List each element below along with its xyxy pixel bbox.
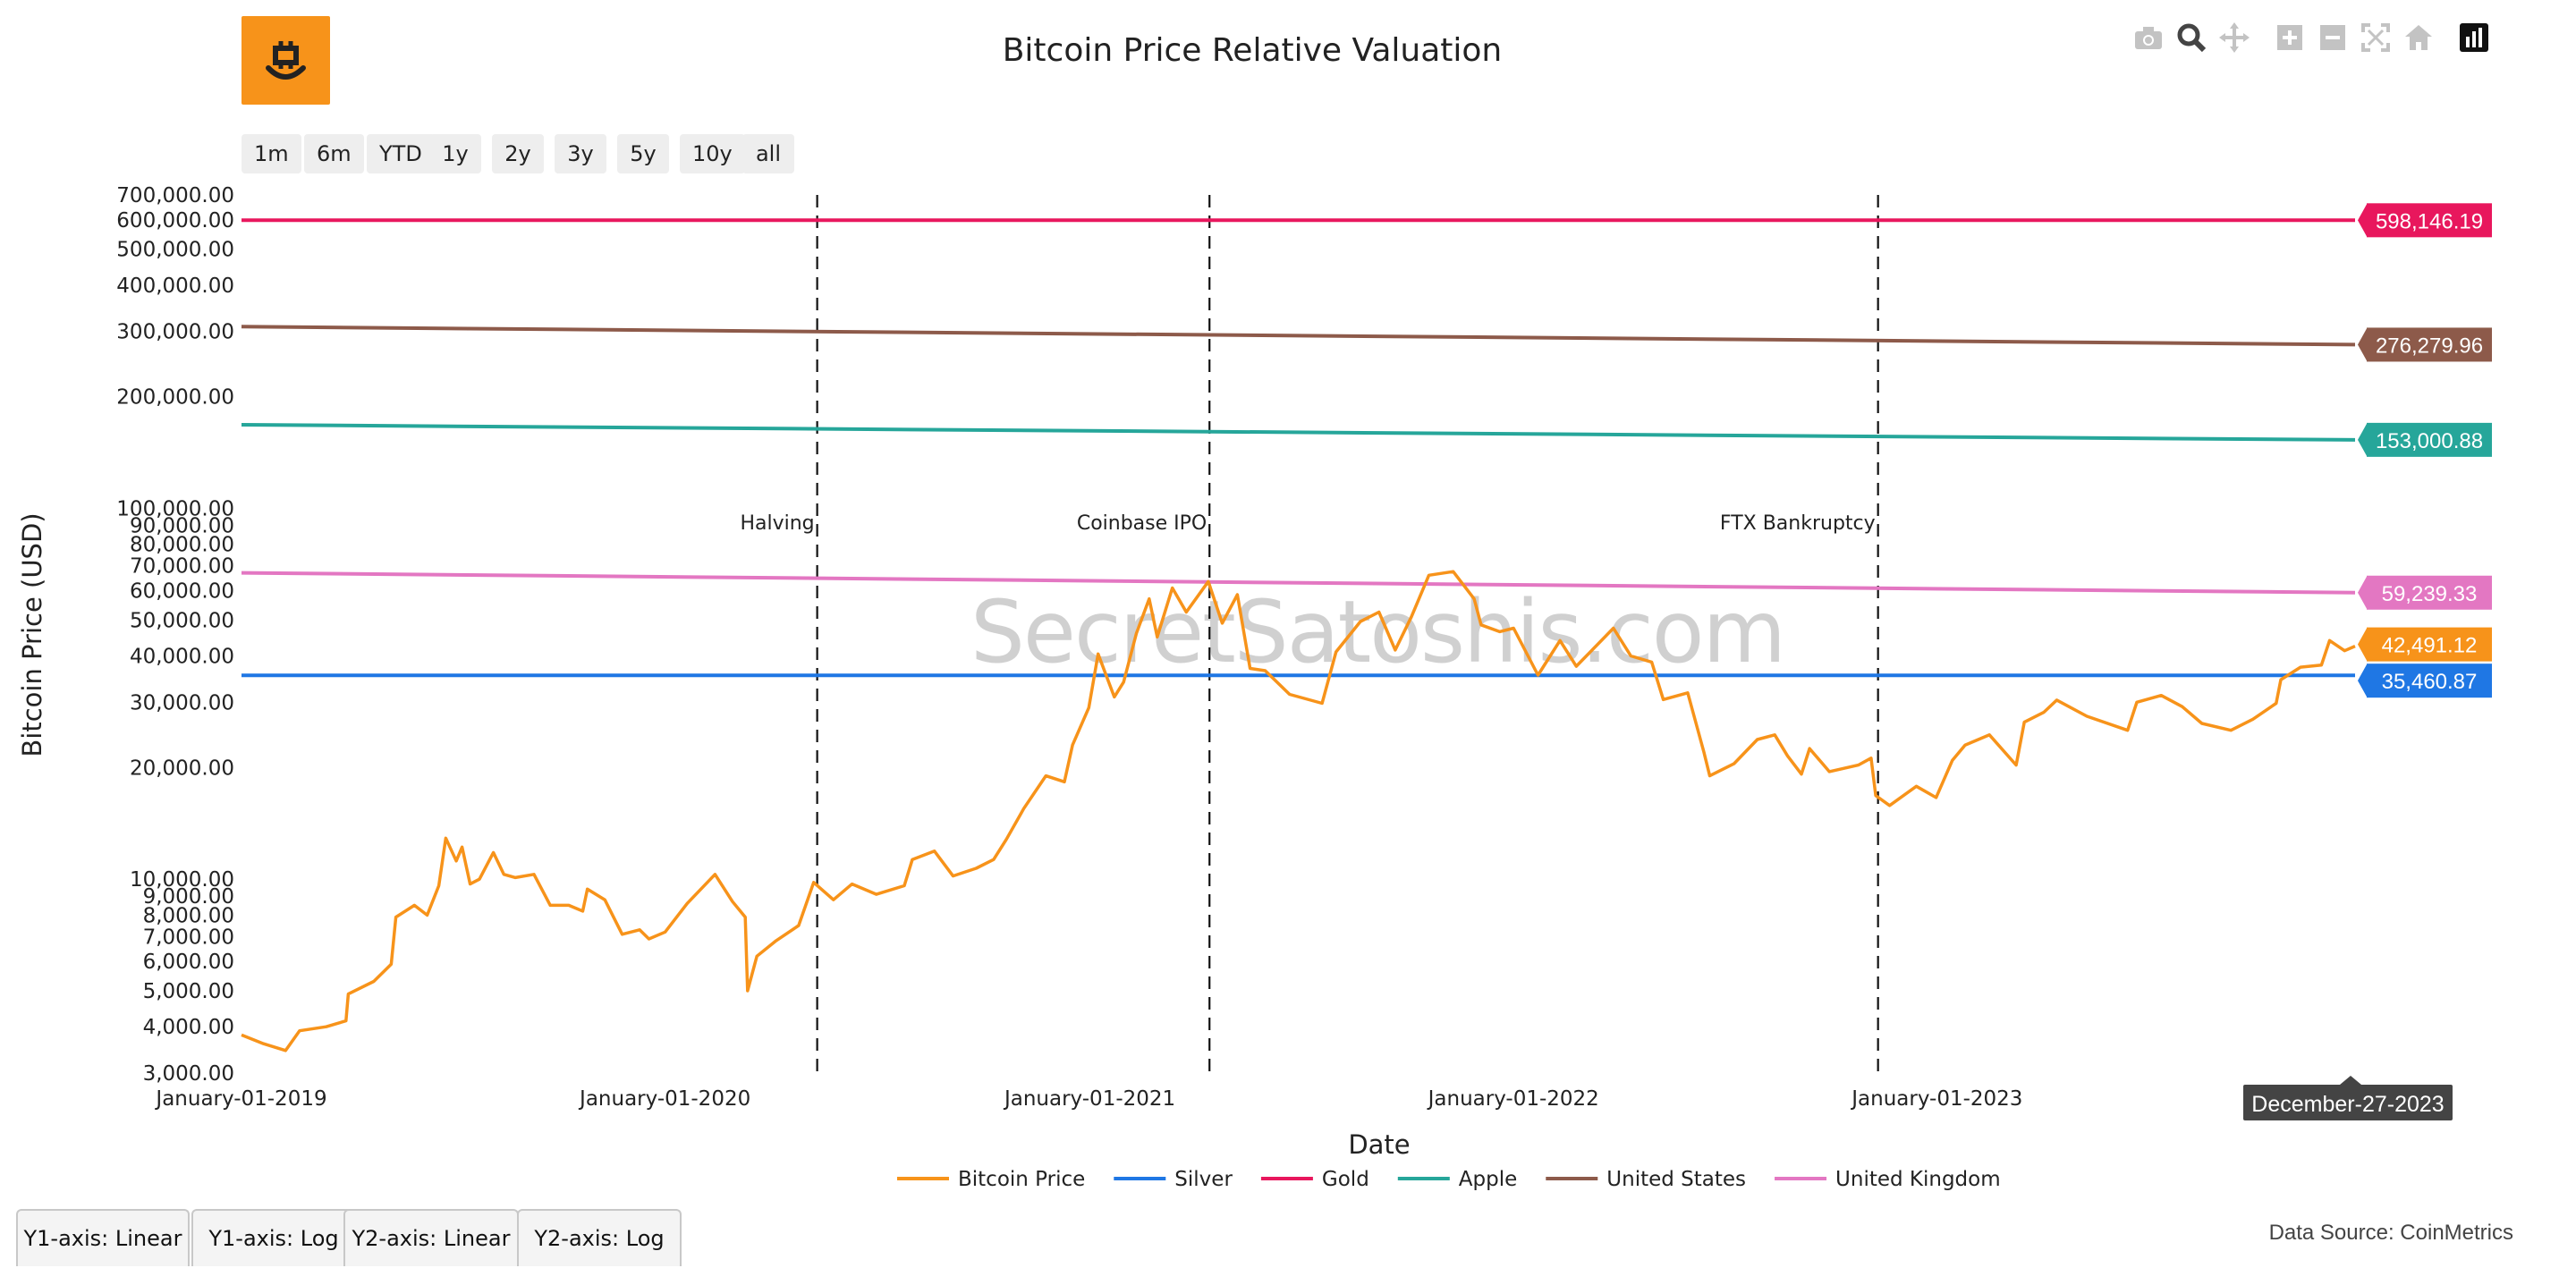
pan-icon[interactable] <box>2215 18 2254 57</box>
hover-date-text: December-27-2023 <box>2251 1092 2444 1117</box>
y-tick-label: 50,000.00 <box>130 609 234 632</box>
tab-y2-linear[interactable]: Y2-axis: Linear <box>343 1209 519 1266</box>
x-tick-label: January-01-2023 <box>1850 1087 2022 1111</box>
event-label: Halving <box>740 512 814 535</box>
price-chart[interactable]: 3,000.00 4,000.00 5,000.00 6,000.007,000.00… <box>0 0 2576 1207</box>
y-tick-label: 7,000.00 <box>143 926 234 949</box>
event-label: Coinbase IPO <box>1077 512 1207 535</box>
event-markers: Halving Coinbase IPO FTX Bankruptcy <box>740 195 1879 1073</box>
end-label-box <box>2367 664 2492 698</box>
site-logo <box>242 16 330 105</box>
bitcoin-smile-logo-icon <box>266 41 306 80</box>
end-label-pointer <box>2358 664 2367 697</box>
end-label-box <box>2367 575 2492 610</box>
event-label: FTX Bankruptcy <box>1720 512 1876 535</box>
y-tick-label: 60,000.00 <box>130 579 234 603</box>
series-line <box>241 571 2356 595</box>
y-tick-label: 400,000.00 <box>116 275 234 298</box>
y-tick-label: 6,000.00 <box>143 951 234 974</box>
camera-icon[interactable] <box>2129 18 2168 57</box>
end-label-box <box>2367 327 2492 362</box>
zoom-icon[interactable] <box>2172 18 2211 57</box>
series-lines <box>241 218 2356 1052</box>
range-button-1y[interactable]: 1y <box>429 134 481 173</box>
series-line <box>241 325 2356 347</box>
end-label-text: 59,239.33 <box>2382 582 2478 606</box>
legend-item[interactable]: Bitcoin Price <box>958 1168 1085 1191</box>
end-label-pointer <box>2358 328 2367 361</box>
end-label-box <box>2367 422 2492 457</box>
y-tick-label: 40,000.00 <box>130 645 234 668</box>
legend-item[interactable]: United States <box>1606 1168 1746 1191</box>
x-tick-label: January-01-2021 <box>1003 1087 1175 1111</box>
y-tick-label: 70,000.00 <box>130 555 234 579</box>
autoscale-icon[interactable] <box>2356 18 2395 57</box>
end-label-text: 153,000.88 <box>2376 429 2483 453</box>
end-label-pointer <box>2358 423 2367 456</box>
chart-title: Bitcoin Price Relative Valuation <box>1002 32 1503 69</box>
y-tick-label: 9,000.00 <box>143 885 234 909</box>
series-line <box>241 570 2356 1052</box>
zoom-out-icon[interactable] <box>2313 18 2352 57</box>
y-tick-label: 300,000.00 <box>116 321 234 344</box>
y-axis-ticks: 3,000.00 4,000.00 5,000.00 6,000.007,000.00… <box>116 184 234 1086</box>
y-tick-label: 600,000.00 <box>116 209 234 232</box>
y-tick-label: 500,000.00 <box>116 239 234 262</box>
y-tick-label: 700,000.00 <box>116 184 234 207</box>
tab-y1-log[interactable]: Y1-axis: Log <box>191 1209 356 1266</box>
range-button-all[interactable]: all <box>742 134 794 173</box>
y-tick-label: 200,000.00 <box>116 386 234 410</box>
y-tick-label: 20,000.00 <box>130 757 234 780</box>
legend: Bitcoin Price Silver Gold Apple United State… <box>897 1168 2001 1191</box>
watermark: SecretSatoshis.com <box>970 582 1784 682</box>
y-tick-label: 5,000.00 <box>143 980 234 1003</box>
x-tick-label: January-01-2019 <box>154 1087 326 1111</box>
end-label-pointer <box>2358 576 2367 609</box>
range-button-6m[interactable]: 6m <box>304 134 364 173</box>
legend-item[interactable]: Gold <box>1322 1168 1369 1191</box>
hover-date-label: December-27-2023 <box>2243 1076 2453 1120</box>
end-label-pointer <box>2358 204 2367 237</box>
data-source-note: Data Source: CoinMetrics <box>2268 1221 2513 1245</box>
legend-item[interactable]: United Kingdom <box>1835 1168 2001 1191</box>
range-button-3y[interactable]: 3y <box>555 134 606 173</box>
zoom-in-icon[interactable] <box>2270 18 2309 57</box>
reset-axes-icon[interactable] <box>2399 18 2438 57</box>
y-tick-label: 90,000.00 <box>130 514 234 537</box>
y-tick-label: 10,000.00 <box>130 868 234 892</box>
y-tick-label: 80,000.00 <box>130 534 234 557</box>
end-label-text: 276,279.96 <box>2376 334 2483 358</box>
plot-modebar <box>2129 18 2504 57</box>
y-tick-label: 30,000.00 <box>130 691 234 714</box>
end-label-text: 598,146.19 <box>2376 209 2483 233</box>
end-label-pointer <box>2358 628 2367 661</box>
y-tick-label: 3,000.00 <box>143 1062 234 1086</box>
plotly-logo-icon[interactable] <box>2454 18 2494 57</box>
x-tick-label: January-01-2020 <box>578 1087 750 1111</box>
end-label-box <box>2367 627 2492 662</box>
range-button-ytd[interactable]: YTD <box>367 134 435 173</box>
tab-y1-linear[interactable]: Y1-axis: Linear <box>16 1209 190 1266</box>
series-end-labels: 42,491.12 35,460.87 598,146.19 153,000.88 27… <box>2358 203 2492 698</box>
range-button-2y[interactable]: 2y <box>492 134 544 173</box>
x-tick-label: January-01-2022 <box>1427 1087 1599 1111</box>
y-tick-label: 8,000.00 <box>143 904 234 927</box>
range-button-5y[interactable]: 5y <box>617 134 669 173</box>
y-tick-label: 100,000.00 <box>116 497 234 520</box>
x-axis-title: Date <box>1348 1129 1410 1160</box>
y-tick-label: 4,000.00 <box>143 1016 234 1039</box>
range-button-10y[interactable]: 10y <box>680 134 745 173</box>
x-axis-ticks: January-01-2019 January-01-2020 January-01… <box>154 1087 2022 1111</box>
series-line <box>241 423 2356 442</box>
y-axis-title: Bitcoin Price (USD) <box>17 512 47 757</box>
tab-y2-log[interactable]: Y2-axis: Log <box>517 1209 682 1266</box>
end-label-text: 35,460.87 <box>2382 670 2478 694</box>
range-button-1m[interactable]: 1m <box>242 134 301 173</box>
legend-item[interactable]: Apple <box>1459 1168 1517 1191</box>
end-label-text: 42,491.12 <box>2382 634 2478 658</box>
legend-item[interactable]: Silver <box>1174 1168 1233 1191</box>
end-label-box <box>2367 203 2492 238</box>
